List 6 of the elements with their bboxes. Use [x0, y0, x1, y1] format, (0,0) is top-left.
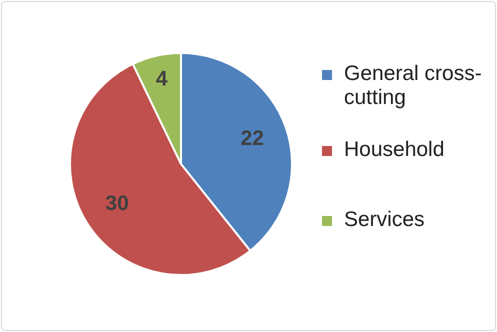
legend-label: Services: [344, 208, 425, 232]
legend-label: Household: [344, 138, 444, 162]
data-label: 30: [105, 192, 129, 215]
data-label: 4: [156, 67, 168, 90]
data-label: 22: [240, 126, 264, 150]
legend-label: General cross-cutting: [344, 62, 483, 110]
